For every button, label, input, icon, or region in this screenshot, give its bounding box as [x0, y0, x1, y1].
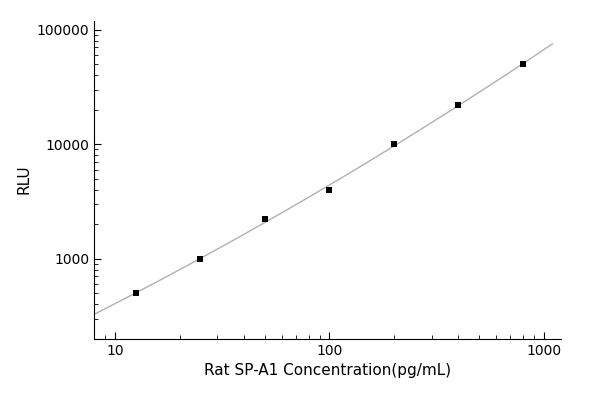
- Point: [454, 102, 463, 108]
- Point: [260, 216, 270, 223]
- Y-axis label: RLU: RLU: [17, 165, 31, 195]
- Point: [324, 186, 334, 193]
- Point: [131, 290, 140, 297]
- Point: [518, 61, 527, 67]
- Point: [389, 141, 399, 147]
- Point: [196, 255, 205, 262]
- X-axis label: Rat SP-A1 Concentration(pg/mL): Rat SP-A1 Concentration(pg/mL): [204, 363, 451, 378]
